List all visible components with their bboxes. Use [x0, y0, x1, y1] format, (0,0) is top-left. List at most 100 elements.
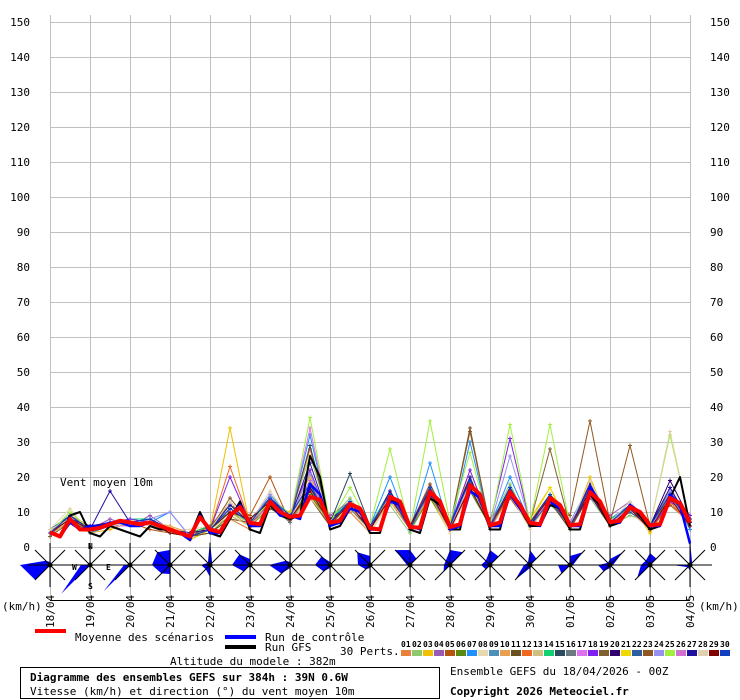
perturbation-27-point	[228, 503, 232, 507]
wind-rose-center	[127, 562, 133, 568]
perturbation-swatch-05	[445, 650, 455, 656]
copyright: Copyright 2026 Meteociel.fr	[450, 685, 629, 698]
perturbation-swatch-24	[654, 650, 664, 656]
y-tick-label-right: 90	[710, 226, 723, 239]
grid	[50, 15, 691, 601]
x-tick-label: 23/04	[244, 595, 257, 628]
inner-label: Vent moyen 10m	[60, 476, 153, 489]
perturbation-28-point	[48, 527, 52, 532]
perturbation-swatch-17	[577, 650, 587, 656]
perturbation-25-point	[548, 422, 552, 427]
perturbation-swatch-06	[456, 650, 466, 656]
perturbation-number: 02	[412, 640, 422, 649]
y-tick-label-left: 0	[23, 541, 30, 554]
perturbation-swatch-22	[632, 650, 642, 656]
legend-control-label: Run de contrôle	[265, 631, 364, 644]
perturbation-number: 03	[423, 640, 433, 649]
perturbation-18-point	[228, 475, 232, 479]
wind-rose-23/04	[232, 554, 250, 572]
perturbation-08-point	[68, 506, 72, 511]
wind-rose-center	[687, 562, 693, 568]
perturbation-number: 23	[643, 640, 653, 649]
perturbation-number: 20	[610, 640, 620, 649]
perturbation-05-point	[148, 527, 152, 532]
perturbation-25-point	[308, 415, 312, 420]
y-tick-label-left: 60	[17, 331, 30, 344]
y-tick-label-right: 100	[710, 191, 730, 204]
perturbation-number: 15	[555, 640, 565, 649]
perturbation-04-point	[108, 517, 112, 521]
perturbation-number: 25	[665, 640, 675, 649]
perturbation-30-point	[508, 485, 512, 490]
perturbation-02-point	[348, 496, 352, 500]
perturbation-number: 05	[445, 640, 455, 649]
y-tick-label-left: 150	[10, 16, 30, 29]
perturbation-number: 26	[676, 640, 686, 649]
y-tick-label-left: 140	[10, 51, 30, 64]
perturbation-23-point	[468, 429, 472, 434]
x-tick-label: 02/05	[604, 595, 617, 628]
perturbation-24-point	[168, 510, 172, 514]
perturbation-08-point	[528, 527, 532, 532]
perturbation-28-point	[228, 499, 232, 504]
wind-rose-center	[47, 562, 53, 568]
perturbation-swatch-10	[500, 650, 510, 656]
perturbation-swatch-12	[522, 650, 532, 656]
x-tick-label: 01/05	[564, 595, 577, 628]
compass-e: E	[106, 563, 111, 572]
y-unit-right: (km/h)	[699, 600, 739, 613]
perturbation-number: 21	[621, 640, 631, 649]
y-tick-label-left: 10	[17, 506, 30, 519]
wind-rose-18/04	[20, 560, 50, 580]
compass-w: W	[72, 563, 77, 572]
x-tick-label: 30/04	[524, 595, 537, 628]
perturbation-03-point	[648, 531, 652, 535]
wind-rose-center	[327, 562, 333, 568]
compass-n: N	[88, 542, 93, 551]
perturbation-number: 19	[599, 640, 609, 649]
chart-subtitle: Vitesse (km/h) et direction (°) du vent …	[30, 685, 355, 698]
perturbation-27-point	[468, 475, 472, 479]
y-tick-label-right: 40	[710, 401, 723, 414]
y-tick-label-right: 140	[710, 51, 730, 64]
perturbation-swatch-30	[720, 650, 730, 656]
perturbation-23-point	[588, 419, 592, 423]
perturbation-number: 18	[588, 640, 598, 649]
legend-gfs-label: Run GFS	[265, 641, 311, 654]
perturbation-swatch-04	[434, 650, 444, 656]
perturbation-26-point	[308, 478, 312, 483]
wind-roses	[20, 541, 712, 594]
perturbation-swatch-15	[555, 650, 565, 656]
perturbation-07-point	[688, 527, 692, 532]
y-tick-label-left: 50	[17, 366, 30, 379]
perturbation-number: 28	[698, 640, 708, 649]
x-tick-label: 20/04	[124, 595, 137, 628]
y-tick-label-left: 40	[17, 401, 30, 414]
perturbation-02-point	[628, 513, 632, 518]
y-tick-label-right: 30	[710, 436, 723, 449]
run-info: Ensemble GEFS du 18/04/2026 - 00Z	[450, 665, 669, 678]
perturbation-swatch-01	[401, 650, 411, 656]
wind-rose-center	[407, 562, 413, 568]
perturbation-21-point	[548, 485, 552, 490]
perturbation-30-point	[548, 492, 552, 497]
y-tick-label-right: 0	[710, 541, 717, 554]
wind-rose-27/04	[395, 550, 417, 565]
perturbation-swatch-26	[676, 650, 686, 656]
perturbation-15-point	[348, 471, 352, 476]
y-tick-label-right: 70	[710, 296, 723, 309]
perturbation-number: 24	[654, 640, 664, 649]
wind-rose-center	[87, 562, 93, 568]
perturbation-30-point	[148, 517, 152, 521]
wind-rose-21/04	[152, 550, 170, 574]
perturbation-swatch-21	[621, 650, 631, 656]
x-tick-label: 26/04	[364, 595, 377, 628]
perturbation-28-point	[628, 499, 632, 504]
perturbation-27-point	[668, 485, 672, 490]
perturbation-27-point	[388, 489, 392, 493]
perturbation-17-point	[308, 426, 312, 430]
wind-rose-center	[367, 562, 373, 568]
wind-rose-center	[487, 562, 493, 568]
y-tick-label-right: 20	[710, 471, 723, 484]
